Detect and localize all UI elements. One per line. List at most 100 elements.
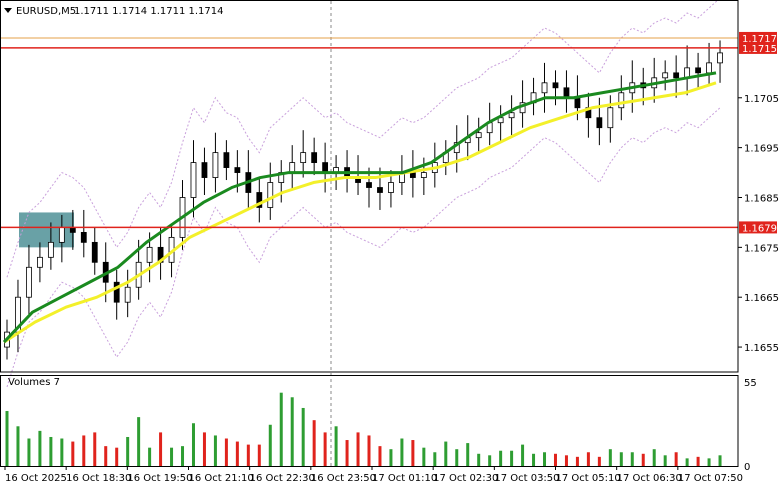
volume-bar: [5, 411, 9, 466]
volume-bar: [641, 453, 645, 466]
volume-bar: [71, 441, 75, 466]
candle-body: [300, 152, 307, 163]
volume-bar: [499, 450, 503, 466]
volume-bar: [268, 424, 272, 466]
candle-body: [366, 182, 372, 188]
volume-tick-label: 0: [744, 462, 750, 473]
volume-bar: [137, 417, 141, 466]
volume-bar: [224, 438, 228, 466]
volume-tick-label: 55: [744, 378, 757, 389]
candle-body: [47, 241, 54, 258]
volume-bar: [257, 444, 261, 466]
candle-body: [717, 52, 723, 64]
candle-body: [706, 62, 712, 74]
volume-bar: [411, 440, 415, 466]
dropdown-triangle-icon[interactable]: [4, 8, 12, 13]
volume-bar: [586, 452, 590, 466]
candle-body: [552, 82, 559, 89]
volume-bar: [334, 426, 338, 466]
candle-body: [420, 172, 427, 178]
ohlc-readout: 1.1711 1.1714 1.1711 1.1714: [74, 6, 224, 17]
x-tick-label: 17 Oct 03:50: [494, 473, 559, 484]
y-tick-label: 1.1675: [744, 243, 779, 254]
top-price-tag: 1.1717: [742, 34, 777, 45]
candle-body: [80, 231, 87, 243]
y-tick-label: 1.1685: [744, 193, 779, 204]
volume-bar: [718, 455, 722, 466]
volume-bar: [235, 441, 239, 466]
price-panel-frame: [0, 0, 739, 373]
volume-bar: [378, 446, 382, 466]
candle-body: [596, 117, 603, 129]
y-tick-label: 1.1655: [744, 343, 779, 354]
candle-body: [234, 167, 241, 173]
top-price-tag-bg: [739, 31, 777, 44]
current-price-tag: 1.1715: [742, 44, 777, 55]
current-price-tag-bg: [739, 41, 777, 54]
volume-panel-label: Volumes 7: [8, 377, 60, 388]
candles-layer: [4, 40, 723, 360]
volume-bar: [115, 447, 119, 466]
x-tick-label: 16 Oct 2025: [5, 473, 67, 484]
x-tick-label: 16 Oct 22:30: [250, 473, 315, 484]
volume-bar: [422, 447, 426, 466]
volume-bar: [663, 455, 667, 466]
highlight-box: [19, 212, 74, 248]
candle-body: [541, 82, 548, 94]
candle-body: [377, 187, 383, 193]
volume-bar: [290, 397, 294, 466]
candle-body: [311, 152, 318, 163]
candle-body: [267, 182, 274, 208]
volume-bar: [60, 438, 64, 466]
moving-averages-layer: [2, 71, 717, 344]
volume-panel-frame: [0, 375, 739, 467]
volume-bar: [367, 435, 371, 466]
volume-bar: [444, 441, 448, 466]
volume-bar: [27, 438, 31, 466]
slow-moving-average-line: [3, 81, 717, 344]
volume-bar: [608, 449, 612, 466]
candle-body: [37, 256, 43, 268]
volume-bar: [619, 452, 623, 466]
x-tick-label: 17 Oct 07:50: [678, 473, 743, 484]
y-tick-label: 1.1705: [744, 94, 779, 105]
candle-body: [223, 152, 230, 168]
volume-bar: [696, 456, 700, 466]
volume-bar: [553, 453, 557, 466]
y-tick-label: 1.1665: [744, 293, 779, 304]
symbol-label: EURUSD,M5: [16, 6, 76, 17]
volume-bar: [246, 444, 250, 466]
candle-body: [113, 281, 120, 303]
volume-bar: [477, 453, 481, 466]
candle-body: [212, 152, 219, 178]
volume-bar: [148, 447, 152, 466]
volume-bar: [170, 447, 174, 466]
volume-bar: [488, 455, 492, 466]
volume-bar: [345, 440, 349, 466]
volume-bar: [707, 458, 711, 466]
volume-bar: [455, 449, 459, 466]
x-tick-label: 17 Oct 06:30: [617, 473, 682, 484]
volume-bar: [510, 450, 514, 466]
volume-bar: [389, 449, 393, 466]
volume-bar: [82, 435, 86, 466]
volume-bar: [93, 432, 97, 466]
volume-bar: [181, 446, 185, 466]
candle-body: [607, 107, 614, 129]
volume-bar: [202, 432, 206, 466]
candle-body: [91, 241, 98, 263]
volume-bar: [213, 435, 217, 466]
volume-bar: [356, 432, 360, 466]
volume-bar: [532, 453, 536, 466]
volume-layer: [5, 392, 722, 466]
volume-bar: [674, 452, 678, 466]
x-tick-label: 16 Oct 19:50: [127, 473, 192, 484]
x-tick-label: 16 Oct 21:10: [189, 473, 254, 484]
candle-body: [58, 227, 65, 243]
volume-bar: [466, 443, 470, 466]
volume-bar: [521, 444, 525, 466]
volume-bar: [597, 456, 601, 466]
volume-bar: [38, 430, 42, 466]
